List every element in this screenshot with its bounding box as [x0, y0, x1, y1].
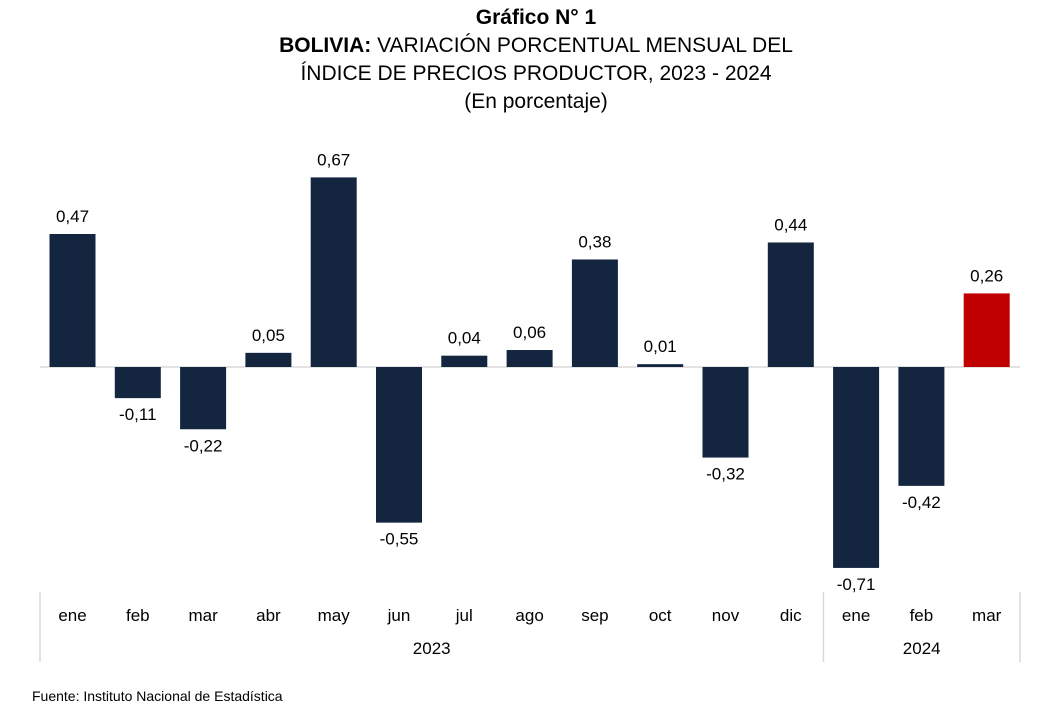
- x-tick-label-11: dic: [780, 606, 802, 625]
- bar-oct-9: [637, 364, 684, 367]
- data-label-1: -0,11: [119, 405, 157, 424]
- data-label-0: 0,47: [56, 207, 89, 226]
- chart-title-block: Gráfico N° 1 BOLIVIA: VARIACIÓN PORCENTU…: [0, 4, 1056, 116]
- bar-ago-7: [506, 350, 553, 367]
- bar-ene-0: [49, 233, 96, 367]
- data-label-7: 0,06: [513, 323, 546, 342]
- chart-number: Gráfico N° 1: [475, 6, 597, 29]
- bar-feb-1: [114, 367, 161, 399]
- bar-ene-12: [833, 367, 880, 568]
- bar-mar-2: [180, 367, 227, 430]
- data-label-14: 0,26: [970, 266, 1003, 285]
- bar-jun-5: [376, 367, 422, 523]
- bar-feb-13: [898, 367, 945, 486]
- data-label-3: 0,05: [252, 326, 285, 345]
- bar-jul-6: [441, 355, 488, 367]
- data-label-13: -0,42: [902, 493, 941, 512]
- x-tick-label-3: abr: [256, 606, 281, 625]
- x-tick-label-4: may: [318, 606, 351, 625]
- source-note: Fuente: Instituto Nacional de Estadístic…: [32, 688, 283, 704]
- chart-title-country: BOLIVIA:: [279, 34, 372, 57]
- x-tick-label-5: jun: [387, 606, 411, 625]
- chart-title-rest: VARIACIÓN PORCENTUAL MENSUAL DEL: [371, 34, 793, 57]
- x-tick-label-2: mar: [188, 606, 218, 625]
- bar-nov-10: [702, 367, 749, 458]
- data-label-5: -0,55: [380, 530, 419, 549]
- year-label-2023: 2023: [413, 639, 451, 658]
- x-tick-label-8: sep: [581, 606, 608, 625]
- x-tick-label-7: ago: [515, 606, 543, 625]
- data-label-8: 0,38: [578, 232, 611, 251]
- x-tick-label-10: nov: [712, 606, 740, 625]
- chart-subtitle: (En porcentaje): [464, 90, 608, 113]
- x-tick-label-13: feb: [910, 606, 934, 625]
- bar-mar-14: [963, 293, 1010, 367]
- bar-may-4: [310, 177, 357, 367]
- data-label-2: -0,22: [184, 436, 223, 455]
- bar-sep-8: [571, 259, 618, 367]
- data-label-12: -0,71: [837, 575, 876, 594]
- x-tick-label-14: mar: [972, 606, 1002, 625]
- year-label-2024: 2024: [903, 639, 941, 658]
- chart-title-line-2: ÍNDICE DE PRECIOS PRODUCTOR, 2023 - 2024: [300, 62, 772, 85]
- data-label-6: 0,04: [448, 329, 481, 348]
- data-label-4: 0,67: [317, 150, 350, 169]
- x-tick-label-6: jul: [455, 606, 473, 625]
- x-tick-label-1: feb: [126, 606, 150, 625]
- data-label-10: -0,32: [706, 465, 745, 484]
- data-label-11: 0,44: [774, 215, 807, 234]
- data-label-9: 0,01: [644, 337, 677, 356]
- x-tick-label-12: ene: [842, 606, 870, 625]
- bar-abr-3: [245, 352, 292, 367]
- chart-title-line-1: BOLIVIA: VARIACIÓN PORCENTUAL MENSUAL DE…: [0, 32, 1056, 60]
- bar-dic-11: [767, 242, 814, 367]
- x-tick-label-9: oct: [649, 606, 672, 625]
- x-tick-label-0: ene: [58, 606, 86, 625]
